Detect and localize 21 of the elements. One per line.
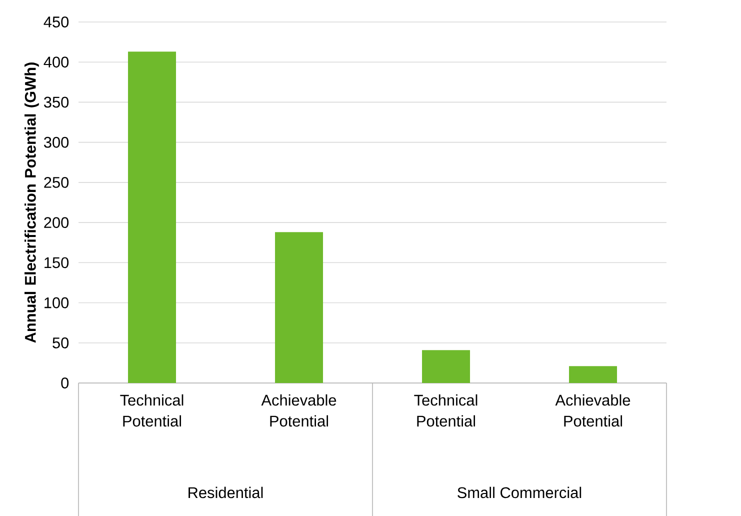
- y-tick-label: 50: [52, 337, 69, 348]
- y-tick-label: 0: [61, 378, 69, 388]
- bar: [275, 232, 324, 383]
- bar: [422, 350, 470, 383]
- y-tick-label: 400: [44, 56, 69, 68]
- x-tick-label: Achievable Potential: [261, 394, 336, 427]
- y-tick-label: 100: [44, 297, 69, 308]
- y-tick-label: 450: [44, 16, 69, 28]
- text: Residential: [188, 486, 263, 498]
- x-tick-label: Technical Potential: [414, 394, 478, 427]
- y-tick-label: 250: [44, 176, 69, 188]
- y-tick-label: 200: [44, 217, 69, 228]
- y-tick-label: 150: [44, 257, 69, 268]
- text: Small Commercial: [458, 486, 582, 498]
- y-tick-label: 350: [44, 96, 69, 108]
- x-tick-label: Technical Potential: [120, 394, 184, 427]
- bar: [569, 366, 618, 383]
- bar: [128, 52, 176, 383]
- x-tick-label: Achievable Potential: [555, 394, 630, 427]
- y-axis-title: Annual Electrification Potential (GWh): [24, 62, 39, 343]
- y-tick-label: 300: [44, 136, 69, 148]
